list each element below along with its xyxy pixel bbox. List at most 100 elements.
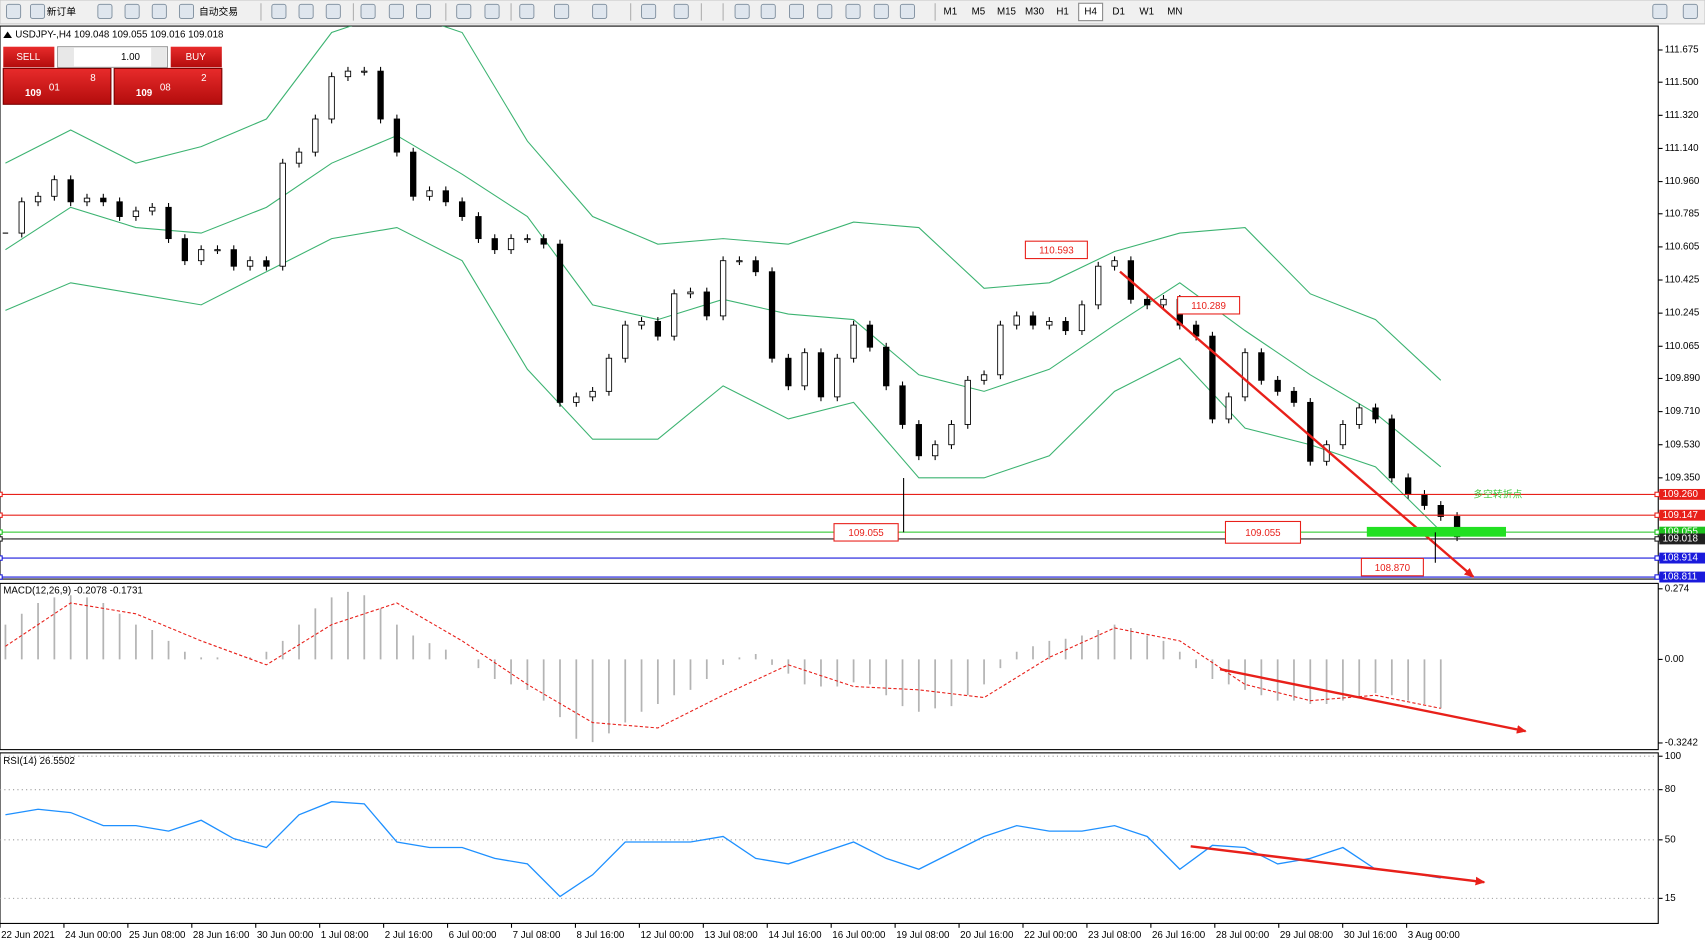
lot-field[interactable] — [57, 46, 168, 68]
chart-title: USDJPY-,H4 109.048 109.055 109.016 109.0… — [15, 29, 223, 40]
indicator-label: MACD(12,26,9) -0.2078 -0.1731 — [3, 586, 143, 597]
candle — [1307, 401, 1314, 462]
price-pip[interactable]: 8 — [90, 73, 95, 84]
price-annotation: 108.870 — [1375, 563, 1411, 574]
lot-spin[interactable] — [58, 47, 74, 67]
rsi-plot — [5, 801, 1441, 898]
timeframe-button[interactable]: W1 — [1139, 7, 1154, 18]
y-tick-label: 50 — [1665, 834, 1676, 845]
toolbar-icon[interactable] — [788, 3, 805, 19]
toolbar-icon[interactable] — [734, 3, 750, 19]
toolbar-icon[interactable] — [271, 3, 287, 19]
toolbar-icon[interactable] — [1682, 3, 1698, 19]
candle — [279, 162, 286, 267]
macd-plot — [4, 591, 1442, 743]
toolbar-icon[interactable] — [845, 3, 861, 19]
toolbar-icon[interactable] — [298, 3, 314, 19]
timeframe-button[interactable]: M15 — [997, 7, 1017, 18]
price-annotation-box — [1224, 520, 1302, 544]
price-pip[interactable]: 2 — [201, 73, 206, 84]
y-tick-label: 109.710 — [1665, 406, 1701, 417]
toolbar-icon[interactable] — [6, 3, 22, 19]
price-main[interactable]: 08 — [160, 83, 171, 94]
toolbar-icon[interactable] — [873, 3, 889, 19]
x-tick-label: 28 Jul 00:00 — [1216, 930, 1270, 941]
x-tick-label: 30 Jul 16:00 — [1344, 930, 1398, 941]
x-tick-label: 29 Jul 08:00 — [1280, 930, 1334, 941]
y-tick-label: 109.350 — [1665, 472, 1701, 483]
rsi-line — [5, 801, 1441, 898]
x-tick-label: 3 Aug 00:00 — [1408, 930, 1461, 941]
candle — [1013, 315, 1020, 326]
candle — [214, 249, 221, 252]
candle — [442, 190, 449, 203]
price-main[interactable]: 01 — [49, 83, 60, 94]
title-triangle — [3, 31, 12, 39]
x-tick-label: 16 Jul 00:00 — [832, 930, 886, 941]
toolbar-icon[interactable] — [124, 3, 140, 19]
toolbar-icon[interactable] — [151, 3, 167, 19]
level-label-box — [1659, 526, 1705, 538]
timeframe-button[interactable]: H4 — [1084, 7, 1097, 18]
toolbar-icon[interactable] — [817, 3, 833, 19]
lot-spin[interactable] — [151, 47, 167, 67]
timeframe-button[interactable]: M30 — [1025, 7, 1045, 18]
x-tick-label: 30 Jun 00:00 — [257, 930, 314, 941]
level-label-box — [1659, 509, 1705, 521]
buy-button[interactable] — [170, 46, 222, 68]
level-label-box — [1659, 571, 1705, 583]
toolbar-icon[interactable] — [592, 3, 608, 19]
price-annotation: 110.289 — [1191, 301, 1226, 312]
toolbar-icon[interactable] — [97, 3, 113, 19]
x-tick-label: 6 Jul 00:00 — [449, 930, 497, 941]
toolbar-icon[interactable] — [760, 3, 776, 19]
x-tick-label: 20 Jul 16:00 — [960, 930, 1014, 941]
sell-button[interactable] — [3, 46, 55, 68]
sell-label[interactable]: SELL — [16, 52, 40, 63]
candle — [1421, 493, 1428, 506]
toolbar-icon[interactable] — [519, 3, 535, 19]
x-tick-label: 2 Jul 16:00 — [385, 930, 433, 941]
candle — [34, 195, 42, 203]
toolbar-icon[interactable] — [899, 3, 915, 19]
candle — [850, 324, 857, 359]
auto-trading-button[interactable]: 自动交易 — [199, 5, 238, 18]
toolbar-icon[interactable] — [554, 3, 570, 19]
toolbar-icon[interactable] — [325, 3, 341, 19]
timeframe-button[interactable]: D1 — [1112, 7, 1124, 18]
price-big[interactable]: 109 — [25, 88, 42, 99]
toolbar-icon[interactable] — [484, 3, 500, 19]
toolbar-icon[interactable] — [388, 3, 404, 19]
timeframe-button[interactable]: MN — [1167, 7, 1182, 18]
x-tick-label: 26 Jul 16:00 — [1152, 930, 1206, 941]
timeframe-button[interactable]: M1 — [944, 7, 958, 18]
candle — [1144, 298, 1151, 306]
toolbar-icon[interactable] — [456, 3, 472, 19]
toolbar-icon[interactable] — [641, 3, 657, 19]
new-order-button[interactable]: 新订单 — [47, 5, 77, 18]
price-button[interactable] — [2, 67, 112, 105]
level-label-box — [1659, 488, 1705, 500]
toolbar-icon[interactable] — [416, 3, 432, 19]
buy-label[interactable]: BUY — [186, 52, 207, 63]
toolbar-icon[interactable] — [673, 3, 689, 19]
x-tick-label: 7 Jul 08:00 — [513, 930, 561, 941]
lot-value[interactable]: 1.00 — [121, 52, 141, 63]
y-tick-label: 109.530 — [1665, 439, 1701, 450]
toolbar-icon[interactable] — [360, 3, 376, 19]
candle — [1111, 260, 1118, 267]
candle — [605, 357, 613, 392]
toolbar-icon[interactable] — [178, 3, 194, 19]
timeframe-button[interactable]: H1 — [1056, 7, 1068, 18]
toolbar-icon[interactable] — [1652, 3, 1668, 19]
price-annotation: 109.055 — [1245, 528, 1281, 539]
timeframe-button[interactable]: M5 — [972, 7, 986, 18]
x-tick-label: 12 Jul 00:00 — [640, 930, 694, 941]
price-button[interactable] — [113, 67, 223, 105]
price-big[interactable]: 109 — [136, 88, 153, 99]
toolbar-icon[interactable] — [30, 3, 46, 19]
y-tick-label: 110.425 — [1665, 275, 1700, 286]
candle — [866, 324, 874, 348]
